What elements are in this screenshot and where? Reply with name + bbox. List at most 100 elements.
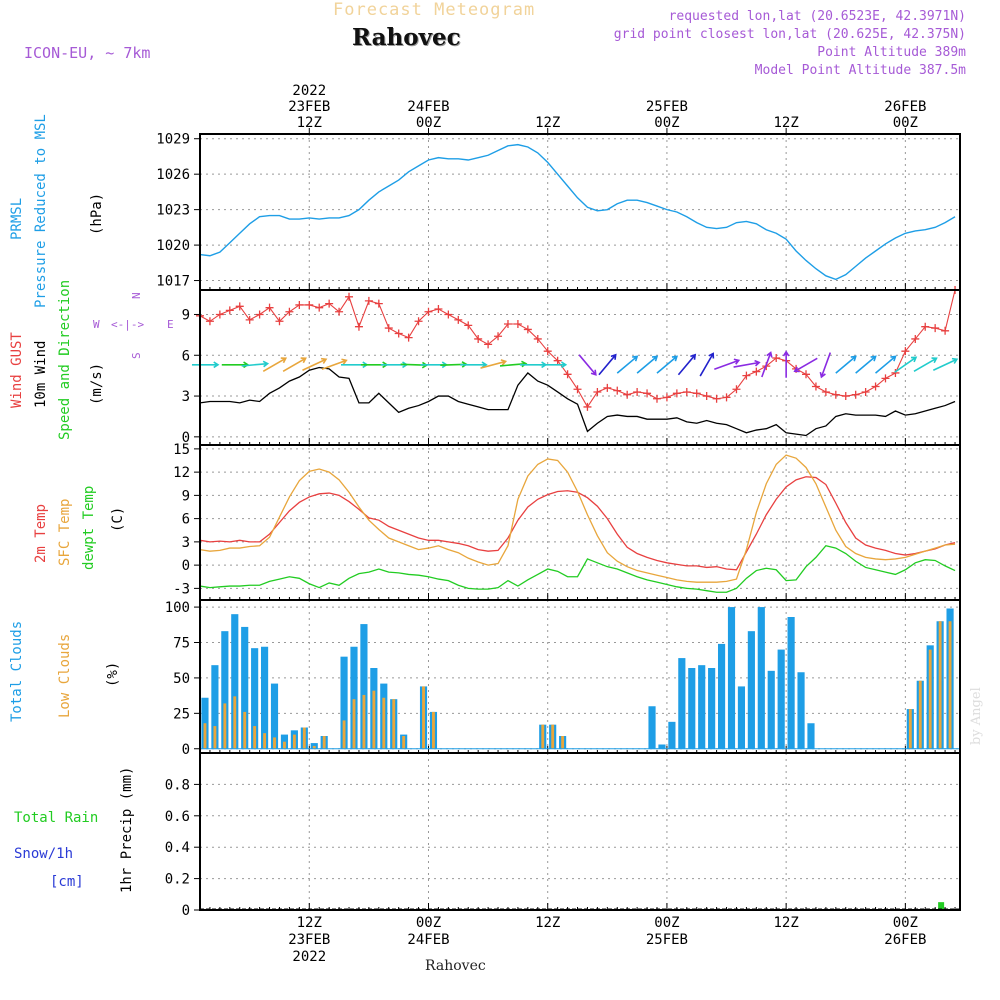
y-tick-label: 0.2 xyxy=(165,872,190,888)
gust-marker xyxy=(802,370,811,379)
y-tick-label: 0 xyxy=(182,430,190,446)
y-tick-label: 1017 xyxy=(156,274,190,290)
y-tick-label: 12 xyxy=(173,465,190,481)
gust-marker xyxy=(682,387,691,396)
low-cloud-bar xyxy=(541,724,545,749)
wind-barb xyxy=(636,355,659,374)
gust-marker xyxy=(325,299,334,308)
gust-marker xyxy=(911,334,920,343)
wind-barb xyxy=(793,357,818,373)
gust-marker xyxy=(851,390,860,399)
low-cloud-bar xyxy=(908,709,912,749)
total-cloud-bar xyxy=(251,648,259,749)
total-cloud-bar xyxy=(260,646,269,749)
gust-marker xyxy=(414,317,423,326)
gust-marker xyxy=(354,322,363,331)
gust-marker xyxy=(503,319,512,328)
panel-frame xyxy=(199,133,961,291)
low-cloud-bar xyxy=(283,741,286,749)
low-cloud-bar xyxy=(233,696,237,749)
y-tick-label: 50 xyxy=(173,671,190,687)
gust-marker xyxy=(931,324,940,333)
bottom-time-label: 12Z xyxy=(773,915,798,931)
gust-marker xyxy=(474,334,483,343)
requested-coords: requested lon,lat (20.6523E, 42.3971N) xyxy=(668,9,966,24)
total-cloud-bar xyxy=(737,686,746,749)
gust-marker xyxy=(384,324,393,333)
low-cloud-bar xyxy=(253,726,257,749)
gust-marker xyxy=(345,292,354,301)
wind-barb xyxy=(699,352,715,377)
gust-marker xyxy=(315,303,324,312)
low-cloud-bar xyxy=(223,703,227,749)
gust-marker xyxy=(245,315,254,324)
total-cloud-bar xyxy=(787,617,795,749)
total-cloud-bar xyxy=(747,631,755,749)
gust-marker xyxy=(513,319,522,328)
gust-marker xyxy=(662,393,671,402)
rain-bar xyxy=(938,902,945,910)
low-cloud-bar xyxy=(342,720,346,749)
low-cloud-bar xyxy=(322,736,326,749)
total-cloud-bar xyxy=(231,614,239,749)
gust-marker xyxy=(454,315,463,324)
y-tick-label: -3 xyxy=(173,581,190,597)
gust-marker xyxy=(752,367,761,376)
gust-marker xyxy=(553,356,562,365)
total-cloud-bar xyxy=(648,706,656,749)
bottom-time-label: 00Z xyxy=(416,915,441,931)
wind-barb xyxy=(782,350,790,378)
low-cloud-bar xyxy=(551,724,555,749)
gust-marker xyxy=(941,326,950,335)
gust-marker xyxy=(335,307,344,316)
wind-barb xyxy=(480,359,508,369)
gust-marker xyxy=(533,334,542,343)
wind-barb xyxy=(835,355,857,374)
gust-marker xyxy=(464,321,473,330)
pressure-line xyxy=(199,143,956,281)
y-tick-label: 0.6 xyxy=(165,809,190,825)
gust-marker xyxy=(821,387,830,396)
low-cloud-bar xyxy=(422,686,425,749)
gust-marker xyxy=(374,299,383,308)
top-time-label: 23FEB xyxy=(288,99,330,115)
wind-barb xyxy=(241,360,270,368)
y-tick-label: 9 xyxy=(182,307,190,323)
low-cloud-bar xyxy=(273,737,276,749)
y-tick-label: 3 xyxy=(182,389,190,405)
bottom-time-label: 25FEB xyxy=(646,932,688,948)
total-cloud-bar xyxy=(678,658,686,749)
top-time-label: 24FEB xyxy=(407,99,449,115)
wind-barb xyxy=(761,351,773,378)
y-tick-label: 1026 xyxy=(156,167,190,183)
gust-marker xyxy=(573,385,582,394)
gust-marker xyxy=(861,387,870,396)
temp-line-2 xyxy=(199,545,956,593)
wind-barb xyxy=(656,355,679,374)
wind-barb xyxy=(262,357,288,372)
y-tick-label: 15 xyxy=(173,442,190,458)
top-time-label: 00Z xyxy=(893,115,918,131)
gust-marker xyxy=(494,332,503,341)
gust-marker xyxy=(255,310,264,319)
gust-marker xyxy=(305,300,314,309)
wind-barb xyxy=(855,355,877,374)
total-cloud-bar xyxy=(360,624,368,749)
gust-marker xyxy=(295,300,304,309)
compass-w: W xyxy=(93,318,100,331)
bottom-time-label: 24FEB xyxy=(407,932,449,948)
bottom-time-label: 23FEB xyxy=(288,932,330,948)
total-cloud-bar xyxy=(688,668,696,749)
low-cloud-bar xyxy=(928,649,932,749)
wind-barb xyxy=(221,361,250,369)
gust-marker xyxy=(543,347,552,356)
gust-marker xyxy=(225,306,234,315)
total-cloud-bar xyxy=(727,607,736,749)
gust-marker xyxy=(603,383,612,392)
wind-barb xyxy=(819,352,832,379)
gust-marker xyxy=(424,307,433,316)
total-cloud-bar xyxy=(340,656,348,749)
wind-barb xyxy=(733,359,761,368)
low-cloud-bar xyxy=(392,699,396,749)
y-tick-label: 6 xyxy=(182,348,190,364)
